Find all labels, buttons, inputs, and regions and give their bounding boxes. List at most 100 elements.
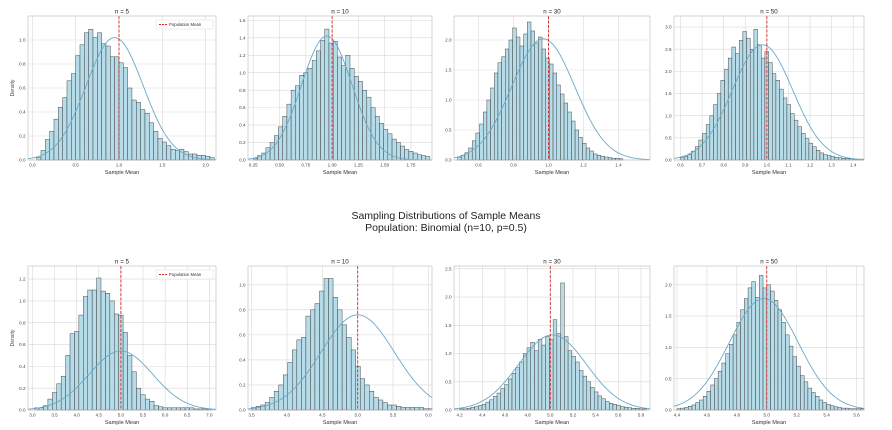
histogram-bar xyxy=(478,405,483,411)
y-tick-label: 1.0 xyxy=(239,70,246,75)
histogram-bar xyxy=(683,156,689,161)
histogram-bar xyxy=(527,21,532,161)
histogram-bar xyxy=(556,84,561,161)
x-tick-label: 6.0 xyxy=(162,413,169,418)
y-tick-label: 0.0 xyxy=(665,158,672,163)
x-tick-label: 0.75 xyxy=(301,163,310,168)
histogram-bar xyxy=(783,97,788,161)
y-tick-label: 1.5 xyxy=(445,323,452,328)
x-tick-label: 4.0 xyxy=(284,413,291,418)
histogram-bar xyxy=(167,407,172,411)
histogram-bar xyxy=(140,109,146,161)
x-tick-label: 4.5 xyxy=(96,413,103,418)
histogram-bar xyxy=(705,124,711,161)
x-tick-label: 5.6 xyxy=(853,413,860,418)
histogram-bars xyxy=(36,28,215,161)
histogram-bar xyxy=(582,142,587,161)
histogram-bar xyxy=(489,399,494,411)
y-tick-label: 0.2 xyxy=(239,383,246,388)
x-tick-label: 1.1 xyxy=(785,163,792,168)
histogram-bar xyxy=(830,405,835,411)
histogram-bar xyxy=(310,309,316,411)
histogram-bar xyxy=(287,362,293,411)
y-tick-label: 0.5 xyxy=(445,128,452,133)
histogram-bar xyxy=(114,56,120,161)
histogram-bar xyxy=(834,157,839,161)
histogram-bar xyxy=(378,399,384,411)
x-tick-label: 0.7 xyxy=(699,163,706,168)
histogram-bar xyxy=(775,80,780,161)
y-tick-label: 0.6 xyxy=(19,342,26,347)
histogram-bar xyxy=(597,395,602,411)
histogram-bar xyxy=(788,345,794,411)
histogram-bar xyxy=(109,300,115,411)
x-tick-label: 0.8 xyxy=(720,163,727,168)
histogram-bar xyxy=(523,33,528,161)
chart-panel-5: 3.0 3.5 4.0 4.5 5.0 5.5 6.0 6.5 7.0 0.0 0.2 0.4 0.6 0… xyxy=(8,256,218,428)
x-tick-label: 5.4 xyxy=(592,413,599,418)
histogram-bar xyxy=(508,39,513,161)
suptitle-line-1: Sampling Distributions of Sample Means xyxy=(351,210,541,222)
histogram-bar xyxy=(574,129,580,161)
x-tick-label: 5.0 xyxy=(354,413,361,418)
y-tick-label: 2.0 xyxy=(445,295,452,300)
suptitle-line-2: Population: Binomial (n=10, p=0.5) xyxy=(365,222,527,234)
histogram-bar xyxy=(36,157,42,161)
histogram-bar xyxy=(153,405,159,411)
histogram-bar xyxy=(332,41,338,161)
y-tick-label: 0.0 xyxy=(665,408,672,413)
histogram-bar xyxy=(79,44,85,161)
histogram-bar xyxy=(69,333,75,411)
y-tick-label: 0.5 xyxy=(665,135,672,140)
x-tick-label: 1.0 xyxy=(764,163,771,168)
y-tick-label: 1.0 xyxy=(445,351,452,356)
histogram-bar xyxy=(541,48,546,161)
histogram-bar xyxy=(749,49,755,161)
kde-curve xyxy=(453,334,651,410)
histogram-bar xyxy=(691,404,696,411)
histogram-bar xyxy=(316,50,321,161)
histogram-bar xyxy=(807,387,812,411)
histogram-bar xyxy=(582,375,588,411)
chart-panel-3: 0.6 0.8 1.0 1.2 1.4 0.0 0.5 1.0 1.5 2.0 n = 30 Samp… xyxy=(440,6,654,178)
histogram-bar xyxy=(556,333,561,411)
y-tick-label: 0.6 xyxy=(19,86,26,91)
chart-panel-6: 3.5 4.0 4.5 5.0 5.5 6.0 0.0 0.2 0.4 0.6 0.8 1.0 n = … xyxy=(226,256,434,428)
histogram-bar xyxy=(414,407,420,411)
kde-curve xyxy=(673,44,865,161)
histogram-bar xyxy=(265,147,271,161)
chart-title: n = 50 xyxy=(760,9,778,16)
histogram-bar xyxy=(396,406,402,411)
histogram-bar xyxy=(468,147,473,161)
histogram-bar xyxy=(320,40,325,161)
histogram-bar xyxy=(290,89,296,161)
x-tick-label: 4.6 xyxy=(502,413,509,418)
x-axis-label: Sample Mean xyxy=(105,420,140,426)
histogram-bar xyxy=(53,118,59,161)
x-tick-label: 0.50 xyxy=(275,163,284,168)
figure-suptitle: Sampling Distributions of Sample Means P… xyxy=(0,210,892,234)
y-tick-label: 0.5 xyxy=(665,376,672,381)
histogram-bar xyxy=(307,68,313,161)
x-tick-label: 0.5 xyxy=(72,163,79,168)
histogram-bar xyxy=(716,93,722,161)
histogram-bar xyxy=(269,142,275,161)
histogram-bar xyxy=(500,388,505,411)
x-tick-label: 5.0 xyxy=(118,413,125,418)
histogram-bar xyxy=(114,313,119,411)
histogram-bar xyxy=(623,406,629,411)
histogram-bar xyxy=(575,361,580,411)
histogram-bar xyxy=(560,93,565,161)
y-tick-label: 0.4 xyxy=(19,364,26,369)
histogram-bar xyxy=(530,342,535,411)
histogram-bar xyxy=(408,151,414,161)
histogram-bar xyxy=(296,339,302,411)
histogram-bar xyxy=(175,150,180,161)
histogram-bar xyxy=(766,284,771,411)
histogram-bar xyxy=(379,123,384,161)
histogram-bar xyxy=(162,407,168,411)
y-tick-label: 1.0 xyxy=(239,282,246,287)
histogram-bar xyxy=(170,148,176,161)
y-tick-label: 0.0 xyxy=(239,408,246,413)
histogram-bar xyxy=(92,37,98,161)
